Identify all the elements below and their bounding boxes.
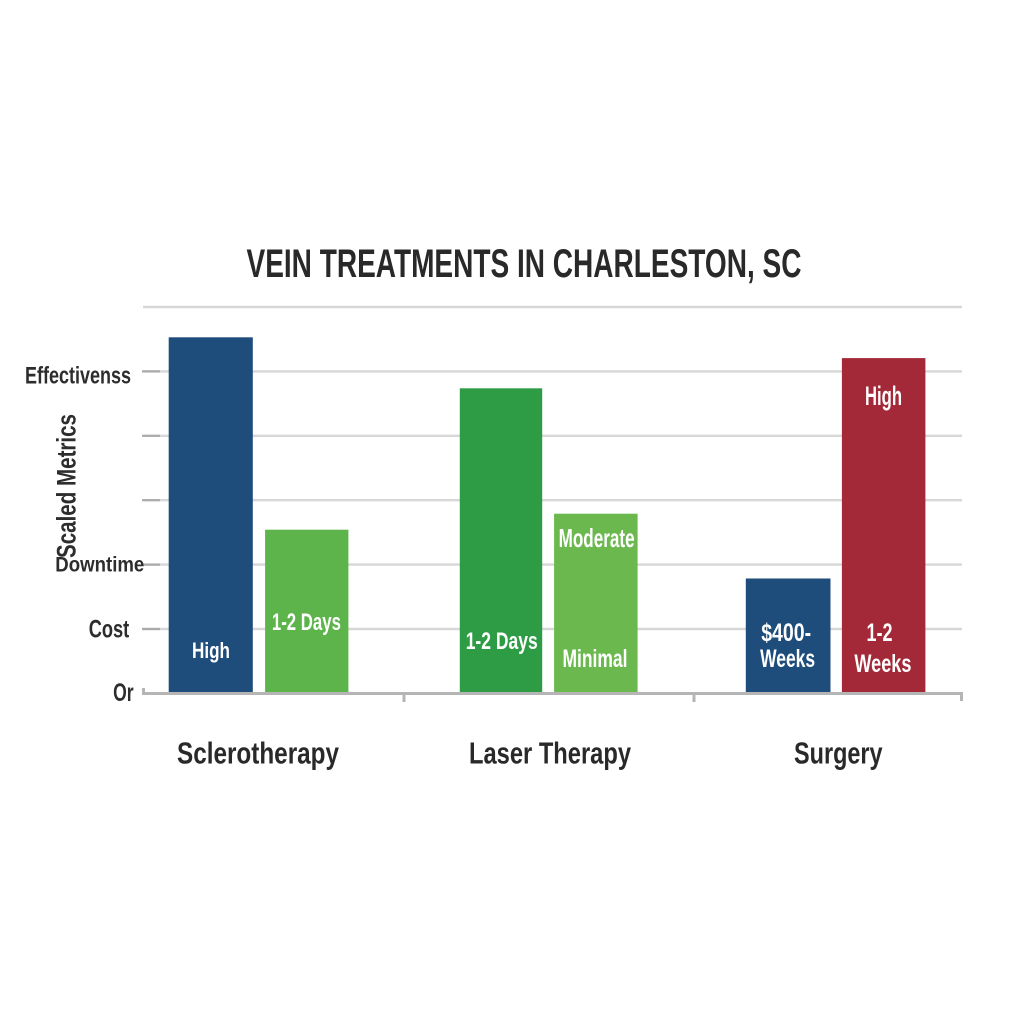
svg-text:1-2 Days: 1-2 Days — [466, 628, 538, 655]
svg-text:1-2: 1-2 — [867, 619, 893, 647]
svg-text:Laser Therapy: Laser Therapy — [469, 737, 631, 771]
svg-text:Minimal: Minimal — [563, 645, 628, 673]
svg-text:1-2 Days: 1-2 Days — [272, 609, 341, 636]
svg-text:$400-: $400- — [761, 619, 811, 647]
svg-text:High: High — [865, 381, 902, 411]
svg-text:Moderate: Moderate — [559, 523, 635, 553]
svg-text:Scaled Metrics: Scaled Metrics — [52, 414, 82, 558]
svg-text:Effectivenss: Effectivenss — [25, 363, 131, 390]
svg-text:Downtime: Downtime — [55, 553, 144, 576]
svg-text:Surgery: Surgery — [794, 737, 883, 771]
svg-text:High: High — [192, 638, 230, 663]
svg-text:Or: Or — [113, 679, 134, 707]
svg-text:Cost: Cost — [89, 615, 130, 643]
svg-text:VEIN TREATMENTS IN CHARLESTON,: VEIN TREATMENTS IN CHARLESTON, SC — [247, 242, 802, 286]
svg-text:Weeks: Weeks — [854, 650, 911, 678]
svg-text:Weeks: Weeks — [760, 645, 815, 673]
svg-text:Sclerotherapy: Sclerotherapy — [177, 737, 339, 771]
